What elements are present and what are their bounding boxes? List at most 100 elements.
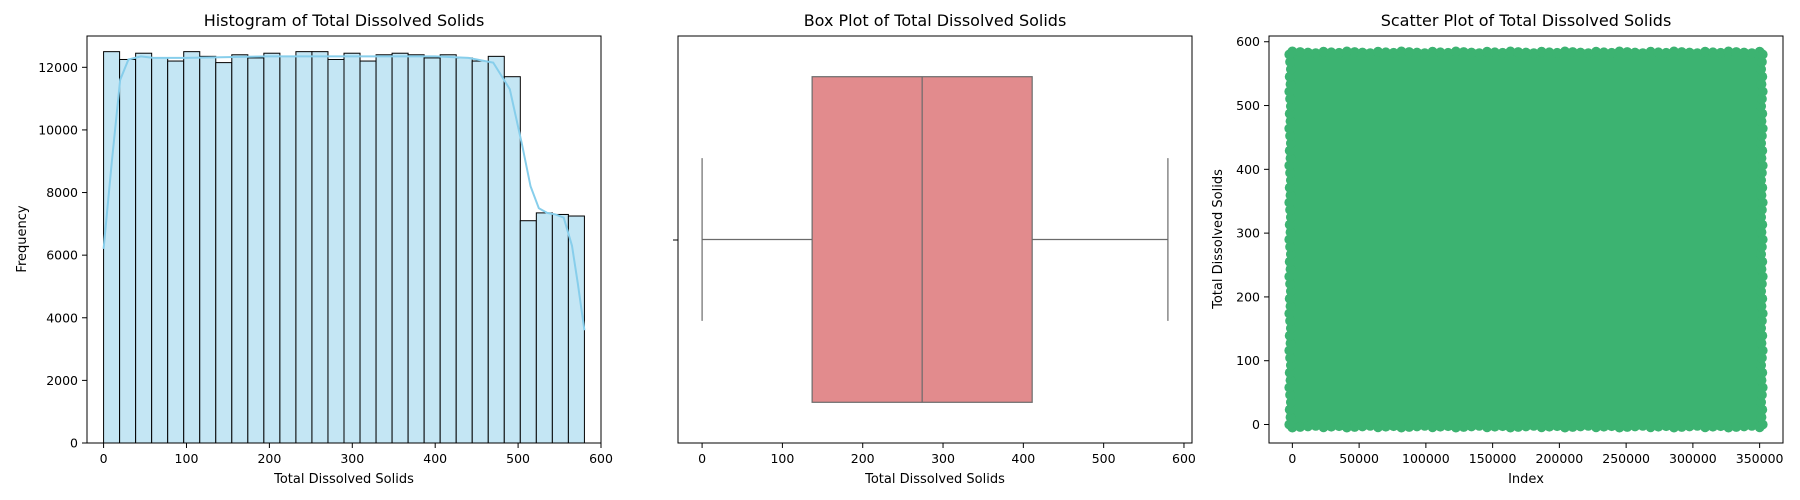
- scatter-point: [1497, 47, 1508, 58]
- scatter-point: [1411, 47, 1422, 58]
- histogram-ylabel: Frequency: [15, 205, 30, 272]
- scatter-point: [1285, 315, 1296, 326]
- histogram-bar: [215, 62, 233, 444]
- scatter-point: [1756, 278, 1767, 289]
- histogram-bar: [503, 76, 521, 444]
- histogram-bar: [119, 58, 137, 444]
- histogram-y-tick-label: 0: [70, 436, 78, 451]
- scatter-points-cloud: [1287, 49, 1765, 430]
- scatter-point: [1521, 47, 1531, 58]
- scatter-point: [1715, 421, 1726, 432]
- scatter-point: [1284, 256, 1295, 267]
- scatter-point: [1544, 47, 1555, 58]
- scatter-point: [1756, 175, 1767, 186]
- scatter-point: [1284, 160, 1295, 171]
- scatter-y-tick-label: 400: [1236, 162, 1260, 177]
- scatter-point: [1295, 421, 1306, 432]
- histogram-bar: [519, 220, 537, 444]
- scatter-point: [1731, 421, 1742, 432]
- scatter-point: [1757, 404, 1768, 415]
- scatter-point: [1505, 46, 1516, 57]
- scatter-y-ticks: 0 100 200 300 400 500 600: [1236, 34, 1269, 432]
- histogram-bar: [487, 55, 505, 444]
- scatter-point: [1466, 421, 1477, 432]
- scatter-point: [1489, 47, 1500, 58]
- scatter-point: [1334, 47, 1345, 58]
- scatter-point: [1757, 382, 1768, 393]
- scatter-point: [1334, 421, 1345, 432]
- histogram-bar: [375, 54, 393, 444]
- scatter-y-tick-label: 100: [1236, 353, 1260, 368]
- scatter-point: [1284, 108, 1295, 119]
- scatter-point: [1443, 421, 1454, 432]
- scatter-point: [1285, 227, 1296, 238]
- scatter-point: [1349, 47, 1360, 58]
- scatter-point: [1302, 47, 1313, 58]
- scatter-point: [1575, 421, 1586, 432]
- scatter-point: [1757, 293, 1768, 304]
- scatter-x-tick-label: 200000: [1536, 451, 1584, 466]
- histogram-bar: [151, 57, 169, 444]
- scatter-point: [1285, 323, 1296, 334]
- scatter-point: [1756, 264, 1767, 275]
- histogram-x-tick-label: 0: [100, 451, 108, 466]
- scatter-point: [1497, 421, 1508, 432]
- scatter-point: [1285, 167, 1296, 178]
- histogram-bar: [551, 213, 569, 444]
- scatter-point: [1715, 47, 1726, 58]
- scatter-point: [1284, 308, 1295, 319]
- scatter-point: [1419, 420, 1430, 431]
- scatter-point: [1310, 48, 1321, 59]
- scatter-point: [1606, 421, 1617, 432]
- histogram-y-tick-label: 6000: [46, 248, 78, 263]
- scatter-point: [1513, 47, 1524, 58]
- boxplot-xlabel: Total Dissolved Solids: [864, 472, 1005, 487]
- scatter-point: [1756, 338, 1767, 349]
- scatter-point: [1489, 421, 1500, 432]
- scatter-panel: Scatter Plot of Total Dissolved Solids 0…: [1211, 11, 1784, 487]
- scatter-xlabel: Index: [1508, 472, 1544, 487]
- scatter-point: [1756, 79, 1767, 90]
- scatter-point: [1411, 421, 1422, 432]
- histogram-y-ticks: 0 2000 4000 6000 8000 10000 12000: [38, 60, 87, 451]
- histogram-bar: [535, 212, 553, 444]
- scatter-point: [1559, 422, 1570, 433]
- scatter-point: [1756, 153, 1767, 164]
- histogram-title: Histogram of Total Dissolved Solids: [204, 11, 485, 30]
- scatter-point: [1756, 101, 1767, 112]
- scatter-point: [1756, 323, 1767, 334]
- scatter-point: [1756, 116, 1767, 127]
- boxplot-x-tick-label: 300: [931, 451, 955, 466]
- boxplot-x-tick-label: 200: [851, 451, 875, 466]
- scatter-point: [1284, 86, 1295, 97]
- scatter-point: [1575, 47, 1586, 58]
- scatter-point: [1285, 130, 1296, 141]
- histogram-xlabel: Total Dissolved Solids: [273, 472, 414, 487]
- scatter-point: [1474, 420, 1485, 431]
- histogram-bar: [439, 54, 457, 444]
- scatter-point: [1746, 48, 1757, 59]
- histogram-x-tick-label: 600: [589, 451, 613, 466]
- histogram-bar: [231, 54, 249, 444]
- histogram-bar: [183, 51, 201, 444]
- scatter-title: Scatter Plot of Total Dissolved Solids: [1381, 11, 1672, 30]
- scatter-point: [1614, 422, 1625, 433]
- scatter-point: [1757, 219, 1768, 230]
- scatter-x-tick-label: 50000: [1339, 451, 1379, 466]
- scatter-point: [1757, 308, 1768, 319]
- histogram-x-tick-label: 500: [506, 451, 530, 466]
- scatter-point: [1365, 48, 1376, 59]
- scatter-point: [1756, 241, 1767, 252]
- scatter-point: [1341, 422, 1352, 433]
- scatter-point: [1567, 421, 1578, 432]
- scatter-point: [1404, 47, 1415, 58]
- scatter-point: [1583, 48, 1594, 59]
- scatter-point: [1756, 130, 1767, 141]
- scatter-point: [1285, 56, 1296, 67]
- scatter-point: [1653, 421, 1664, 432]
- scatter-x-tick-label: 300000: [1669, 451, 1717, 466]
- scatter-point: [1723, 46, 1734, 57]
- scatter-point: [1614, 46, 1625, 57]
- scatter-point: [1756, 93, 1767, 104]
- scatter-point: [1756, 212, 1767, 223]
